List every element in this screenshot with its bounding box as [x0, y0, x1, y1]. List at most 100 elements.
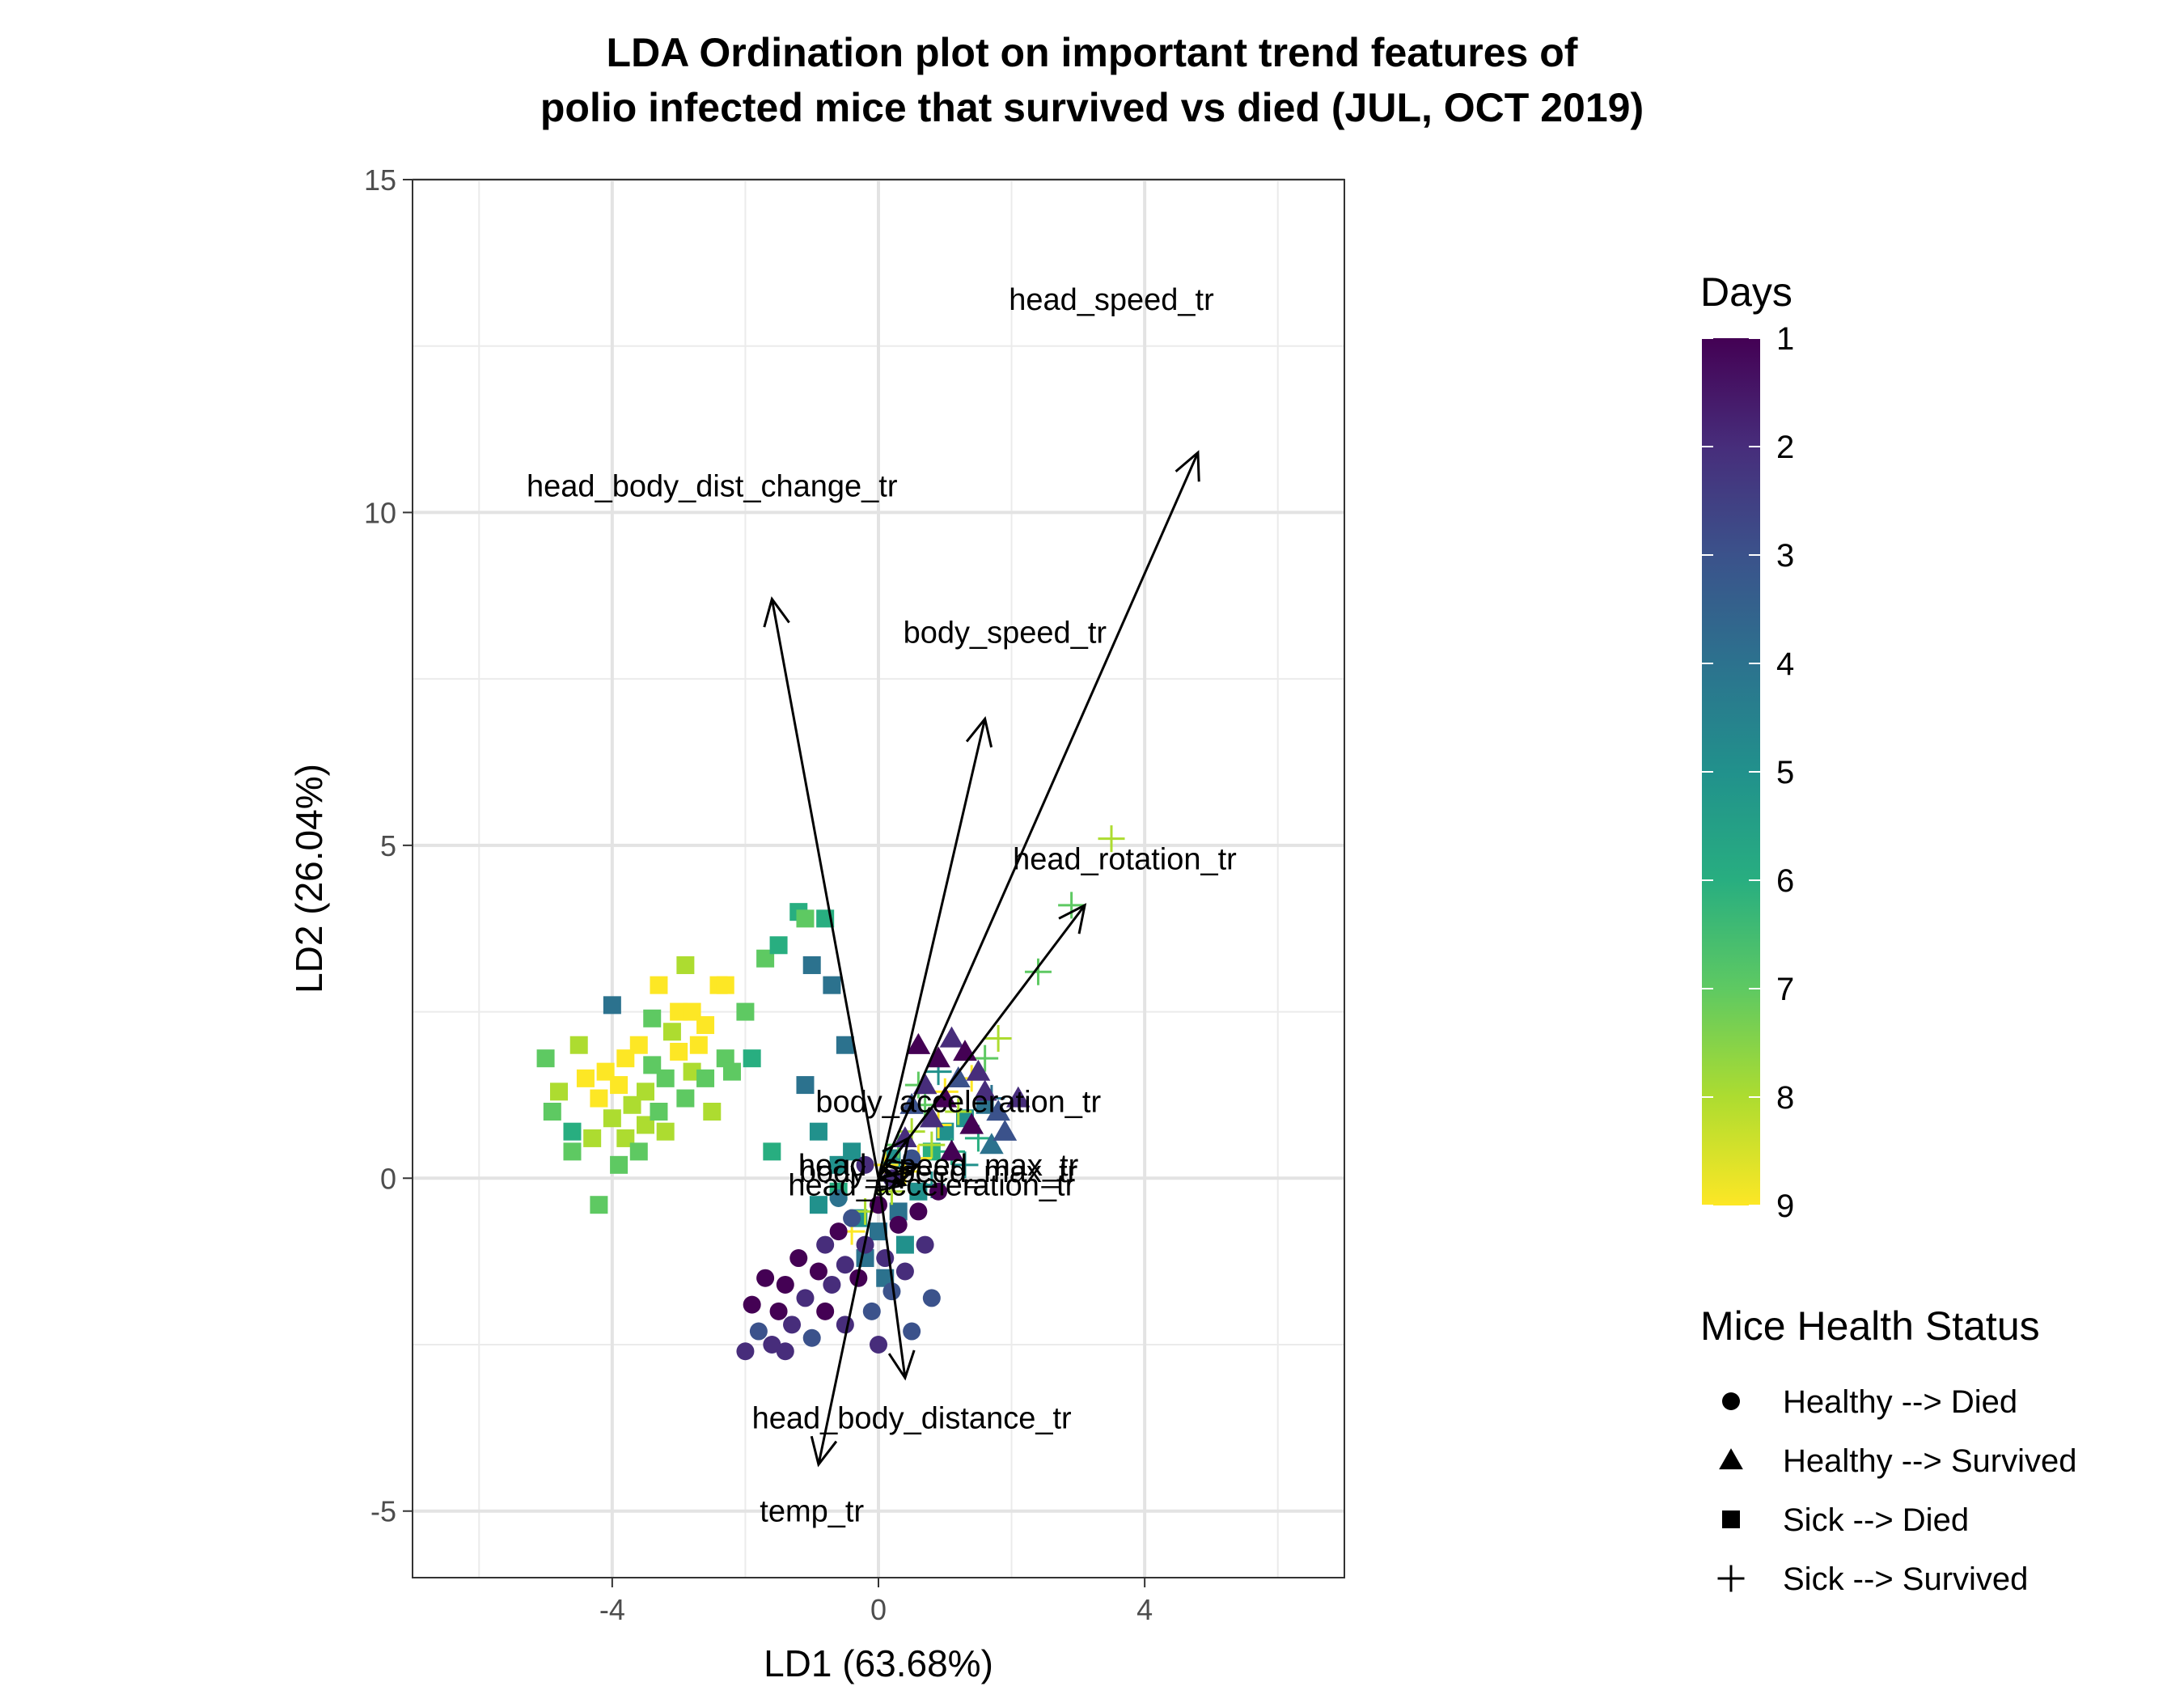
y-tick-label: 15: [364, 163, 396, 197]
color-legend-label: 9: [1776, 1188, 1794, 1224]
data-point-plus: [945, 1098, 972, 1125]
shape-legend-item: Sick --> Survived: [1717, 1561, 2028, 1597]
data-point-triangle: [1719, 1448, 1743, 1470]
data-point-square: [763, 1142, 781, 1161]
data-point-circle: [836, 1316, 854, 1334]
shape-legend-label: Sick --> Died: [1783, 1502, 1969, 1538]
data-point-triangle: [966, 1059, 991, 1081]
loading-arrow: [877, 903, 1087, 1180]
y-tick-label: 0: [380, 1162, 396, 1195]
data-point-plus: [971, 1044, 999, 1072]
loading-label: head_speed_max_tr: [798, 1149, 1079, 1183]
data-point-plus: [1024, 958, 1052, 985]
data-point-circle: [769, 1302, 788, 1320]
data-point-square: [696, 1069, 715, 1087]
shape-legend-item: Healthy --> Survived: [1719, 1443, 2076, 1479]
data-point-circle: [895, 1262, 914, 1281]
data-point-square: [536, 1049, 555, 1068]
data-point-square: [703, 1103, 722, 1121]
data-point-square: [610, 1155, 629, 1174]
data-point-triangle: [939, 1026, 964, 1048]
data-point-circle: [763, 1336, 781, 1354]
data-point-square: [656, 1069, 675, 1087]
data-point-square: [722, 1062, 741, 1081]
data-point-plus: [1098, 825, 1125, 853]
loading-label: body_speed_tr: [904, 616, 1107, 650]
data-point-circle: [816, 1302, 835, 1320]
loading-arrow: [810, 1177, 880, 1468]
shape-legend-title: Mice Health Status: [1700, 1303, 2040, 1349]
data-point-plus: [918, 1131, 946, 1159]
data-point-square: [563, 1122, 582, 1141]
data-point-triangle: [919, 1106, 944, 1128]
data-point-square: [889, 1202, 908, 1221]
color-legend-label: 8: [1776, 1080, 1794, 1116]
loading-label: head_rotation_tr: [1013, 842, 1237, 876]
data-point-square: [603, 1109, 621, 1128]
data-point-square: [743, 1049, 761, 1068]
data-point-triangle: [993, 1119, 1018, 1141]
data-point-square: [736, 1002, 755, 1021]
loading-arrows: [763, 450, 1200, 1468]
shape-legend-item: Sick --> Died: [1722, 1502, 1969, 1538]
data-point-square: [696, 1016, 715, 1035]
y-tick-label: 10: [364, 496, 396, 529]
data-point-square: [870, 1222, 887, 1241]
data-point-circle: [776, 1342, 794, 1361]
y-axis-title: LD2 (26.04%): [288, 764, 330, 994]
data-point-square: [550, 1083, 569, 1101]
data-point-triangle: [980, 1133, 1004, 1155]
data-point-square: [610, 1076, 629, 1095]
data-point-square: [796, 909, 815, 928]
data-point-square: [796, 1076, 815, 1095]
data-point-square: [909, 1182, 928, 1201]
data-point-square: [569, 1036, 588, 1054]
loading-arrow: [877, 1178, 916, 1381]
data-point-circle: [856, 1155, 874, 1174]
data-point-square: [629, 1142, 648, 1161]
data-point-square: [583, 1129, 602, 1147]
color-legend-title: Days: [1700, 269, 1792, 315]
loading-label: head_body_dist_change_tr: [527, 470, 898, 504]
data-point-circle: [802, 1328, 821, 1347]
loading-label: head_speed_tr: [1009, 283, 1214, 317]
color-legend-ticks: 1 2 3 4 5 6 7 8 9: [1702, 321, 1794, 1224]
data-point-square: [637, 1083, 654, 1101]
data-point-square: [670, 1042, 688, 1061]
data-point-circle: [836, 1256, 854, 1274]
data-point-circle: [789, 1249, 808, 1268]
data-point-circle: [922, 1289, 941, 1307]
axes: -4 0 4 -5 0 5 10 15: [364, 163, 1153, 1626]
data-point-square: [895, 1235, 914, 1254]
loading-arrow: [877, 1136, 911, 1180]
data-point-square: [662, 1023, 681, 1041]
data-point-square: [836, 1036, 854, 1054]
data-point-square: [656, 1122, 675, 1141]
loading-label: body_speed_max_tr: [799, 1155, 1078, 1189]
color-legend-label: 6: [1776, 863, 1794, 899]
data-point-square: [629, 1036, 648, 1054]
data-point-plus: [984, 1024, 1012, 1052]
data-point-square: [543, 1103, 561, 1121]
data-point-plus: [951, 1151, 979, 1179]
data-point-square: [590, 1196, 608, 1214]
shape-legend-item: Healthy --> Died: [1722, 1384, 2017, 1420]
shape-legend: Healthy --> Died Healthy --> Survived Sick…: [1717, 1384, 2076, 1597]
data-point-square: [590, 1089, 608, 1108]
data-point-circle: [783, 1316, 802, 1334]
data-point-square: [1722, 1510, 1740, 1528]
data-point-triangle: [1005, 1086, 1031, 1108]
y-tick-label: 5: [380, 829, 396, 862]
data-point-square: [650, 976, 668, 994]
data-point-circle: [862, 1302, 881, 1320]
data-point-circle: [889, 1215, 908, 1234]
data-point-square: [676, 1089, 695, 1108]
chart-title-line-2: polio infected mice that survived vs die…: [540, 85, 1644, 130]
x-tick-label: 4: [1136, 1593, 1153, 1626]
data-point-triangle: [939, 1139, 964, 1161]
data-point-triangle: [972, 1079, 997, 1101]
color-legend-label: 5: [1776, 755, 1794, 790]
data-point-circle: [796, 1289, 815, 1307]
loading-label: head_body_distance_tr: [752, 1402, 1072, 1436]
